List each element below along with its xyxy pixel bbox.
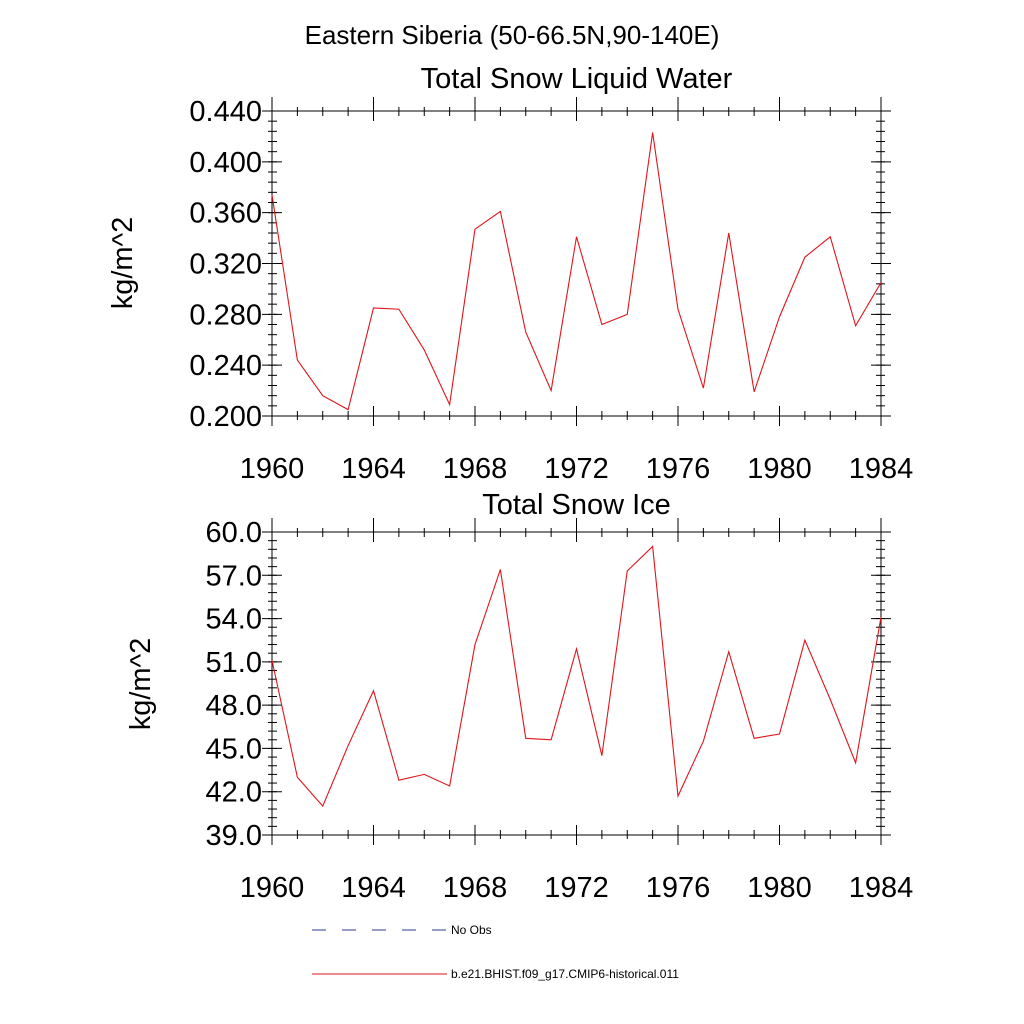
data-point [500,569,501,570]
data-point [271,660,272,661]
data-point [297,777,298,778]
x-tick-label: 1968 [443,872,508,904]
y-tick-label: 0.200 [189,401,262,433]
data-point [627,570,628,571]
data-point [551,739,552,740]
y-tick-label: 54.0 [206,604,262,636]
data-point [652,546,653,547]
data-point [728,232,729,233]
figure-title: Eastern Siberia (50-66.5N,90-140E) [305,20,720,50]
plot-frame [271,531,882,836]
panel-snow-ice: Total Snow Ice 39.0 42.0 45.0 48.0 51.0 54.0 57… [125,489,913,904]
x-tick-label: 1980 [747,872,812,904]
y-tick-label: 0.280 [189,299,262,331]
data-point [855,762,856,763]
data-point [424,349,425,350]
x-tick-label: 1976 [646,453,711,485]
x-tick-label: 1972 [544,872,609,904]
data-point [703,741,704,742]
x-tick-label: 1960 [240,453,305,485]
data-point [398,309,399,310]
x-tick-label: 1980 [747,453,812,485]
plot-frame [271,110,882,417]
y-tick-label: 48.0 [206,690,262,722]
panel-snow-liquid-water: Total Snow Liquid Water 0.200 0.240 0.280 0.… [107,63,913,485]
y-tick-label: 60.0 [206,517,262,549]
data-point [754,391,755,392]
data-point [754,738,755,739]
data-point [474,229,475,230]
data-point [677,795,678,796]
data-point [348,745,349,746]
data-point [652,132,653,133]
data-point [297,359,298,360]
data-point [348,409,349,410]
legend: No Obs b.e21.BHIST.f09_g17.CMIP6-histori… [312,923,679,981]
legend-model-label: b.e21.BHIST.f09_g17.CMIP6-historical.011 [451,967,679,981]
data-point [576,236,577,237]
data-point [525,738,526,739]
y-tick-label: 51.0 [206,647,262,679]
data-point [601,755,602,756]
data-point [474,644,475,645]
x-tick-label: 1960 [240,872,305,904]
x-tick-label: 1984 [849,872,914,904]
series-line-model [271,545,882,808]
data-point [373,690,374,691]
data-point [830,699,831,700]
data-point [551,390,552,391]
x-tick-label: 1964 [341,453,406,485]
y-tick-label: 42.0 [206,777,262,809]
y-axis-label: kg/m^2 [125,638,157,731]
y-tick-label: 45.0 [206,733,262,765]
data-point [271,194,272,195]
y-tick-label: 0.320 [189,249,262,281]
data-point [449,404,450,405]
x-tick-label: 1984 [849,453,914,485]
y-tick-label: 39.0 [206,820,262,852]
x-tick-label: 1968 [443,453,508,485]
data-point [525,332,526,333]
data-point [449,785,450,786]
data-point [322,395,323,396]
y-tick-label: 0.440 [189,96,262,128]
x-tick-label: 1972 [544,453,609,485]
y-tick-label: 0.400 [189,147,262,179]
data-point [804,257,805,258]
data-point [398,780,399,781]
legend-no-obs-label: No Obs [451,923,492,937]
data-point [322,806,323,807]
data-point [830,236,831,237]
data-point [500,211,501,212]
y-tick-label: 0.240 [189,350,262,382]
y-tick-label: 57.0 [206,560,262,592]
data-point [779,316,780,317]
y-axis-label: kg/m^2 [107,217,139,310]
data-point [373,307,374,308]
data-point [576,648,577,649]
data-point [804,640,805,641]
data-point [855,325,856,326]
data-point [703,387,704,388]
series-line-model [271,132,882,411]
data-point [601,324,602,325]
x-tick-label: 1976 [646,872,711,904]
panel-title: Total Snow Ice [482,489,671,521]
data-point [627,314,628,315]
data-point [880,617,881,618]
data-point [880,282,881,283]
data-point [728,651,729,652]
data-point [424,774,425,775]
data-point [677,309,678,310]
data-point [779,733,780,734]
x-tick-label: 1964 [341,872,406,904]
y-tick-label: 0.360 [189,198,262,230]
panel-title: Total Snow Liquid Water [421,63,733,95]
